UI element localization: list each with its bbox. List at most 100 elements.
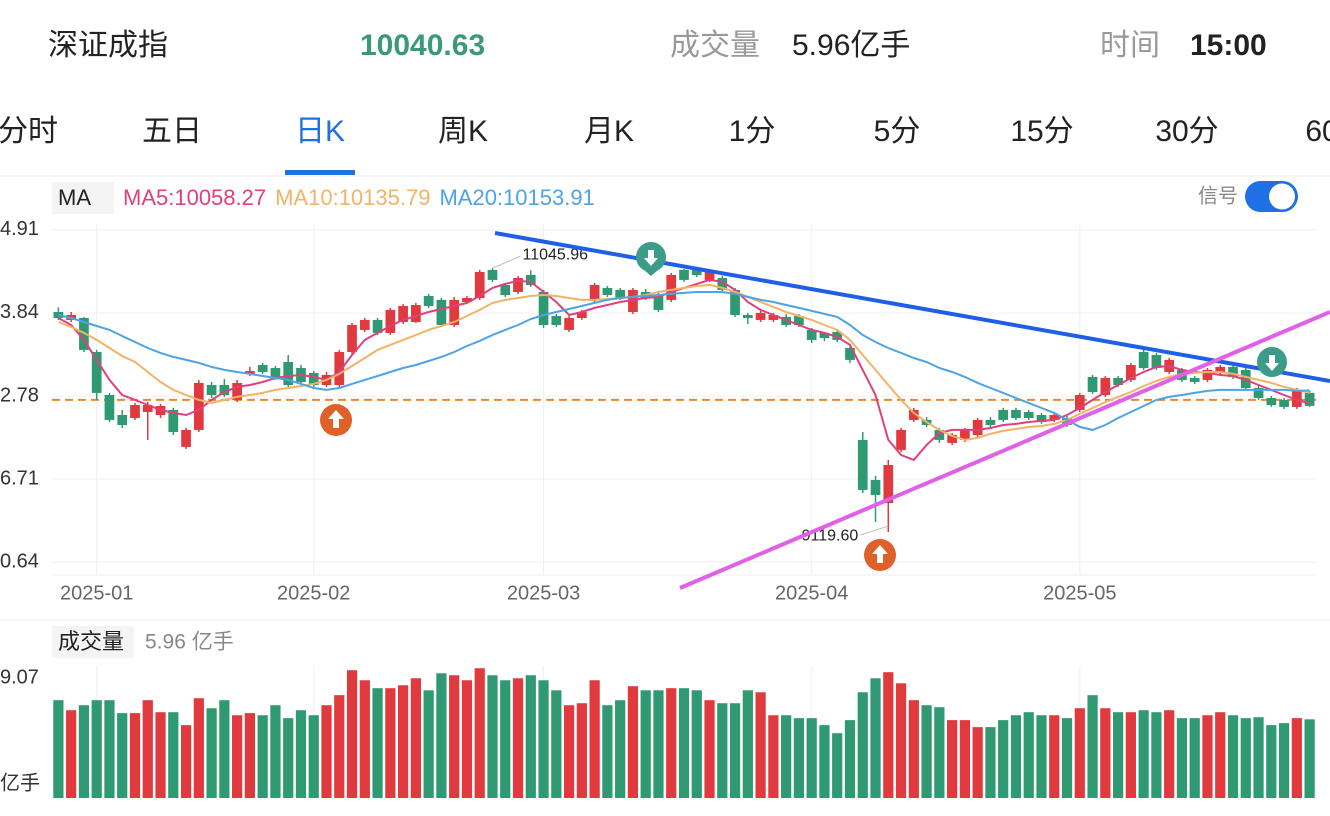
volume-bar bbox=[985, 727, 996, 798]
volume-bar bbox=[219, 700, 230, 798]
candle-body bbox=[347, 325, 357, 352]
candle-body bbox=[564, 318, 574, 330]
signal-label: 信号 bbox=[1198, 184, 1238, 207]
volume-bar bbox=[474, 668, 485, 798]
volume-bar bbox=[729, 703, 741, 798]
volume-bar bbox=[66, 710, 77, 798]
tab[interactable]: 分时 bbox=[0, 115, 58, 148]
candle-body bbox=[232, 382, 242, 400]
tab[interactable]: 月K bbox=[584, 115, 634, 148]
x-tick-label: 2025-02 bbox=[277, 582, 350, 604]
leader-line bbox=[860, 525, 889, 536]
volume-bar bbox=[385, 688, 396, 798]
volume-bar bbox=[921, 705, 932, 798]
legend-entry: MA20:10153.91 bbox=[439, 185, 594, 210]
volume-bar bbox=[666, 688, 677, 798]
volume-bar bbox=[295, 710, 307, 798]
candle-body bbox=[972, 419, 983, 435]
candle-body bbox=[257, 365, 268, 372]
time-label: 时间 bbox=[1100, 29, 1160, 62]
candle-body bbox=[1113, 378, 1123, 385]
plot: 4.91 3.84 2.78 6.71 0.64 2025-01 2025-02 2025-0… bbox=[0, 218, 1330, 798]
volume-bar bbox=[168, 712, 179, 798]
time-value: 15:00 bbox=[1190, 29, 1267, 62]
tab[interactable]: 周K bbox=[438, 115, 488, 148]
candle-body bbox=[513, 278, 523, 292]
candle-body bbox=[806, 329, 817, 340]
volume-bar bbox=[972, 727, 983, 798]
volume-bar bbox=[1164, 710, 1175, 798]
volume-bar bbox=[155, 712, 166, 798]
volume-bar bbox=[525, 675, 536, 798]
candle-body bbox=[53, 311, 64, 319]
candle-body bbox=[704, 271, 715, 280]
volume-bar bbox=[895, 683, 907, 798]
candle-body bbox=[1023, 411, 1034, 419]
volume-bar bbox=[1049, 715, 1060, 798]
y-tick-label: 亿手 bbox=[0, 771, 40, 794]
candle-body bbox=[500, 285, 511, 295]
candle-body bbox=[960, 429, 970, 440]
candle-body bbox=[1011, 409, 1021, 419]
volume-bar bbox=[1061, 718, 1073, 798]
volume-bar bbox=[104, 700, 115, 798]
volume-bar bbox=[1087, 695, 1098, 798]
volume-bar bbox=[372, 688, 383, 798]
annotation: 11045.96 bbox=[522, 246, 588, 263]
volume-bar bbox=[755, 692, 766, 798]
volume-bar bbox=[308, 715, 319, 798]
tab[interactable]: 1分 bbox=[729, 115, 776, 148]
candle-body bbox=[755, 312, 766, 320]
annotation: 9119.60 bbox=[802, 527, 859, 544]
candle-body bbox=[130, 405, 140, 419]
candle-body bbox=[742, 315, 753, 319]
candle-body bbox=[245, 371, 255, 375]
candle-body bbox=[666, 275, 677, 300]
volume-bar bbox=[1151, 712, 1162, 798]
tab-bar: 分时 五日 日K 周K 月K 1分 5分 15分 30分 60 bbox=[0, 115, 1330, 175]
volume-bar bbox=[678, 688, 690, 798]
tab[interactable]: 30分 bbox=[1155, 115, 1218, 148]
candle-body bbox=[896, 429, 906, 450]
volume-box bbox=[52, 626, 134, 658]
tab[interactable]: 五日 bbox=[142, 115, 202, 148]
volume-bar bbox=[781, 715, 792, 798]
candle-body bbox=[487, 269, 498, 280]
volume-bar bbox=[180, 725, 192, 798]
candle-body bbox=[845, 348, 855, 360]
volume-bar bbox=[551, 690, 562, 798]
y-tick-label: 6.71 bbox=[0, 467, 39, 489]
candle-body bbox=[998, 409, 1009, 420]
volume-bar bbox=[398, 685, 409, 798]
candle-body bbox=[577, 311, 587, 319]
tab[interactable]: 日K bbox=[295, 115, 345, 148]
volume-bar bbox=[1036, 715, 1047, 798]
y-tick-label: 9.07 bbox=[0, 667, 39, 689]
volume-bar bbox=[934, 707, 945, 798]
candle-body bbox=[883, 465, 894, 503]
volume-bar bbox=[1023, 712, 1034, 798]
candle-body bbox=[628, 289, 638, 312]
volume-bar bbox=[538, 680, 549, 798]
volume-bar bbox=[717, 703, 728, 798]
volume-bar bbox=[410, 678, 421, 798]
volume-value: 5.96亿手 bbox=[792, 29, 910, 62]
signal-marker bbox=[864, 539, 896, 571]
candle-body bbox=[908, 409, 919, 420]
tab[interactable]: 15分 bbox=[1010, 115, 1073, 148]
candle-body bbox=[1266, 398, 1277, 405]
candle-body bbox=[1036, 415, 1047, 422]
volume-bar bbox=[321, 705, 332, 798]
candle-body bbox=[359, 319, 370, 330]
toggle-knob bbox=[1269, 183, 1295, 210]
tab[interactable]: 5分 bbox=[874, 115, 921, 148]
candle-body bbox=[1253, 388, 1264, 399]
tab[interactable]: 60 bbox=[1305, 115, 1330, 148]
candle-body bbox=[193, 382, 204, 430]
volume-bar bbox=[436, 673, 447, 798]
y-tick-label: 2.78 bbox=[0, 384, 39, 406]
candle-body bbox=[679, 269, 689, 280]
volume-bar bbox=[270, 705, 281, 798]
y-tick-label: 0.64 bbox=[0, 550, 39, 572]
candle-body bbox=[168, 409, 179, 432]
